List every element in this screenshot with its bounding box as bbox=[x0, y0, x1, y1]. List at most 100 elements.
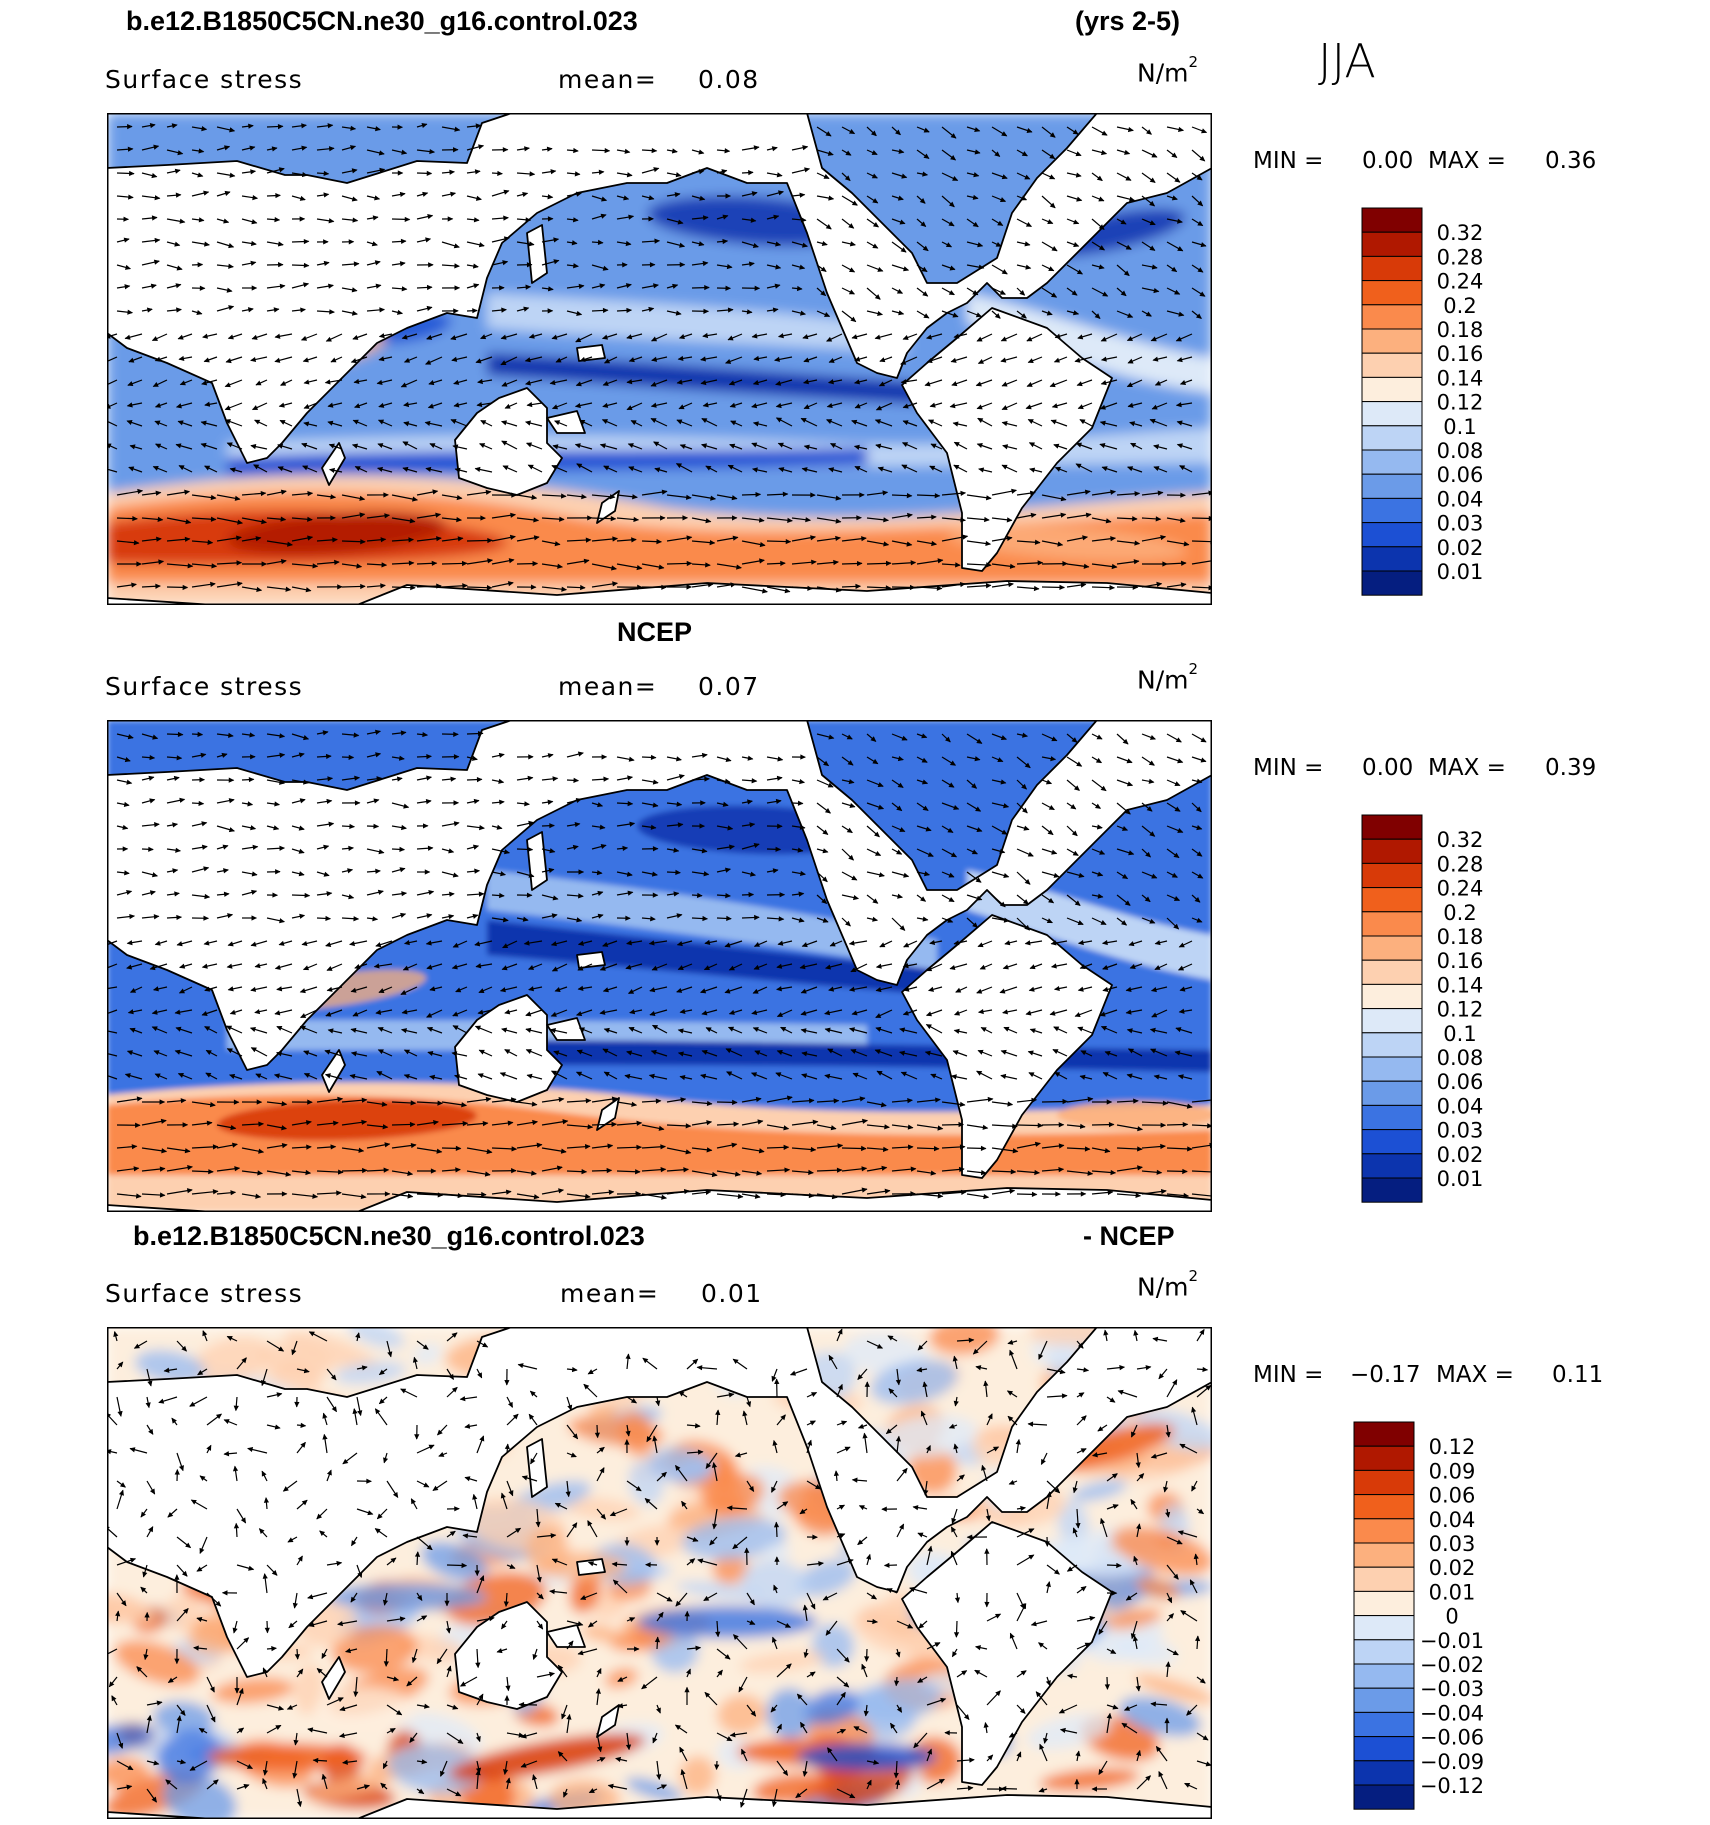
colorbar-tick-label: −0.03 bbox=[1420, 1677, 1484, 1701]
colorbar-tick-label: 0.16 bbox=[1437, 949, 1484, 973]
colorbar-tick-label: 0.12 bbox=[1437, 391, 1484, 415]
colorbar-swatch bbox=[1361, 1177, 1423, 1203]
colorbar-tick-label: 0.1 bbox=[1443, 1022, 1476, 1046]
colorbar-tick-label: 0.28 bbox=[1437, 245, 1484, 269]
colorbar-tick-label: 0 bbox=[1445, 1605, 1458, 1629]
colorbar-tick-label: 0.04 bbox=[1437, 487, 1484, 511]
colorbar-tick-label: 0.12 bbox=[1437, 998, 1484, 1022]
colorbar-swatch bbox=[1353, 1542, 1415, 1568]
panel1-mean-value: 0.08 bbox=[698, 65, 760, 94]
colorbar-swatch bbox=[1361, 352, 1423, 378]
colorbar-swatch bbox=[1353, 1469, 1415, 1496]
colorbar-swatch bbox=[1353, 1784, 1415, 1810]
colorbar-tick-label: 0.1 bbox=[1443, 415, 1476, 439]
colorbar-swatch bbox=[1361, 449, 1423, 475]
colorbar-swatch bbox=[1361, 1032, 1423, 1058]
colorbar-swatch bbox=[1353, 1421, 1415, 1447]
colorbar-swatch bbox=[1361, 497, 1423, 524]
colorbar-swatch bbox=[1361, 935, 1423, 961]
panel3-max-label: MAX = bbox=[1436, 1362, 1514, 1388]
panel2-units: N/m2 bbox=[1137, 660, 1199, 695]
colorbar-swatch bbox=[1361, 959, 1423, 985]
colorbar-tick-label: −0.01 bbox=[1420, 1629, 1484, 1653]
years-label: (yrs 2-5) bbox=[1075, 6, 1181, 36]
colorbar-swatch bbox=[1361, 862, 1423, 889]
colorbar-tick-label: −0.09 bbox=[1420, 1750, 1484, 1774]
colorbar-tick-label: 0.18 bbox=[1437, 318, 1484, 342]
panel1-mean-label: mean= bbox=[558, 65, 658, 94]
colorbar-tick-label: 0.09 bbox=[1429, 1459, 1476, 1483]
colorbar-swatch bbox=[1361, 570, 1423, 596]
colorbar-swatch bbox=[1353, 1687, 1415, 1713]
colorbar-swatch bbox=[1361, 328, 1423, 354]
colorbar-tick-label: 0.01 bbox=[1437, 1167, 1484, 1191]
colorbar-tick-label: 0.08 bbox=[1437, 1046, 1484, 1070]
panel3-colorbar: 0.12 0.09 0.06 0.04 0.03 0.02 0.01 0 −0.01 −0.02−… bbox=[1353, 1421, 1514, 1813]
colorbar-swatch bbox=[1361, 255, 1423, 282]
colorbar-swatch bbox=[1353, 1760, 1415, 1786]
panel2-max-label: MAX = bbox=[1428, 755, 1506, 781]
colorbar-swatch bbox=[1361, 231, 1423, 257]
panel2-min-label: MIN = bbox=[1253, 755, 1324, 781]
colorbar-swatch bbox=[1361, 376, 1423, 403]
colorbar-tick-label: 0.2 bbox=[1443, 901, 1476, 925]
panel3-units: N/m2 bbox=[1137, 1267, 1199, 1302]
panel1-field-label: Surface stress bbox=[105, 65, 304, 94]
panel1-max-value: 0.36 bbox=[1545, 148, 1597, 174]
colorbar-swatch bbox=[1353, 1518, 1415, 1544]
panel3-mean-value: 0.01 bbox=[701, 1279, 763, 1308]
colorbar-swatch bbox=[1361, 1056, 1423, 1082]
colorbar-tick-label: 0.02 bbox=[1429, 1556, 1476, 1580]
panel2-mean-value: 0.07 bbox=[698, 672, 760, 701]
colorbar-swatch bbox=[1361, 1104, 1423, 1131]
colorbar-swatch bbox=[1361, 838, 1423, 864]
colorbar-swatch bbox=[1361, 522, 1423, 548]
panel3-min-value: −0.17 bbox=[1350, 1362, 1421, 1388]
panel2-title: NCEP bbox=[617, 617, 693, 647]
colorbar-tick-label: 0.16 bbox=[1437, 342, 1484, 366]
colorbar-tick-label: −0.06 bbox=[1420, 1726, 1484, 1750]
colorbar-swatch bbox=[1353, 1663, 1415, 1689]
colorbar-swatch bbox=[1353, 1639, 1415, 1665]
colorbar-swatch bbox=[1353, 1736, 1415, 1762]
panel1-max-label: MAX = bbox=[1428, 148, 1506, 174]
colorbar-tick-label: 0.14 bbox=[1437, 366, 1484, 390]
colorbar-swatch bbox=[1361, 814, 1423, 840]
panel3-title-right: - NCEP bbox=[1083, 1221, 1175, 1251]
colorbar-tick-label: 0.18 bbox=[1437, 925, 1484, 949]
colorbar-tick-label: 0.24 bbox=[1437, 270, 1484, 294]
panel2-mean-label: mean= bbox=[558, 672, 658, 701]
panel1-colorbar: 0.32 0.28 0.24 0.2 0.18 0.16 0.14 0.12 0.1 0.08 0.… bbox=[1361, 207, 1522, 599]
panel3-mean-label: mean= bbox=[560, 1279, 660, 1308]
colorbar-swatch bbox=[1361, 1080, 1423, 1106]
panel1-min-label: MIN = bbox=[1253, 148, 1324, 174]
colorbar-tick-label: 0.04 bbox=[1429, 1508, 1476, 1532]
panel1-min-value: 0.00 bbox=[1362, 148, 1414, 174]
colorbar-swatch bbox=[1361, 911, 1423, 937]
season-label: JJA bbox=[1318, 34, 1376, 88]
panel2-colorbar: 0.32 0.28 0.24 0.2 0.18 0.16 0.14 0.12 0.1 0.08 0.… bbox=[1361, 814, 1522, 1206]
colorbar-swatch bbox=[1361, 425, 1423, 451]
colorbar-tick-label: 0.01 bbox=[1437, 560, 1484, 584]
colorbar-tick-label: 0.32 bbox=[1437, 828, 1484, 852]
colorbar-tick-label: 0.2 bbox=[1443, 294, 1476, 318]
colorbar-tick-label: 0.28 bbox=[1437, 852, 1484, 876]
colorbar-tick-label: 0.32 bbox=[1437, 221, 1484, 245]
colorbar-tick-label: 0.08 bbox=[1437, 439, 1484, 463]
panel2-map bbox=[107, 720, 1212, 1212]
colorbar-swatch bbox=[1361, 546, 1423, 572]
panel3-max-value: 0.11 bbox=[1552, 1362, 1604, 1388]
model-case-title: b.e12.B1850C5CN.ne30_g16.control.023 bbox=[126, 6, 638, 36]
colorbar-tick-label: −0.04 bbox=[1420, 1701, 1484, 1725]
colorbar-tick-label: 0.02 bbox=[1437, 536, 1484, 560]
colorbar-tick-label: 0.02 bbox=[1437, 1143, 1484, 1167]
colorbar-swatch bbox=[1361, 401, 1423, 427]
panel1-map bbox=[107, 113, 1212, 605]
colorbar-swatch bbox=[1353, 1590, 1415, 1617]
colorbar-tick-label: 0.14 bbox=[1437, 973, 1484, 997]
colorbar-swatch bbox=[1361, 983, 1423, 1010]
colorbar-tick-label: 0.24 bbox=[1437, 877, 1484, 901]
colorbar-swatch bbox=[1353, 1494, 1415, 1520]
colorbar-swatch bbox=[1361, 887, 1423, 913]
colorbar-swatch bbox=[1353, 1711, 1415, 1738]
